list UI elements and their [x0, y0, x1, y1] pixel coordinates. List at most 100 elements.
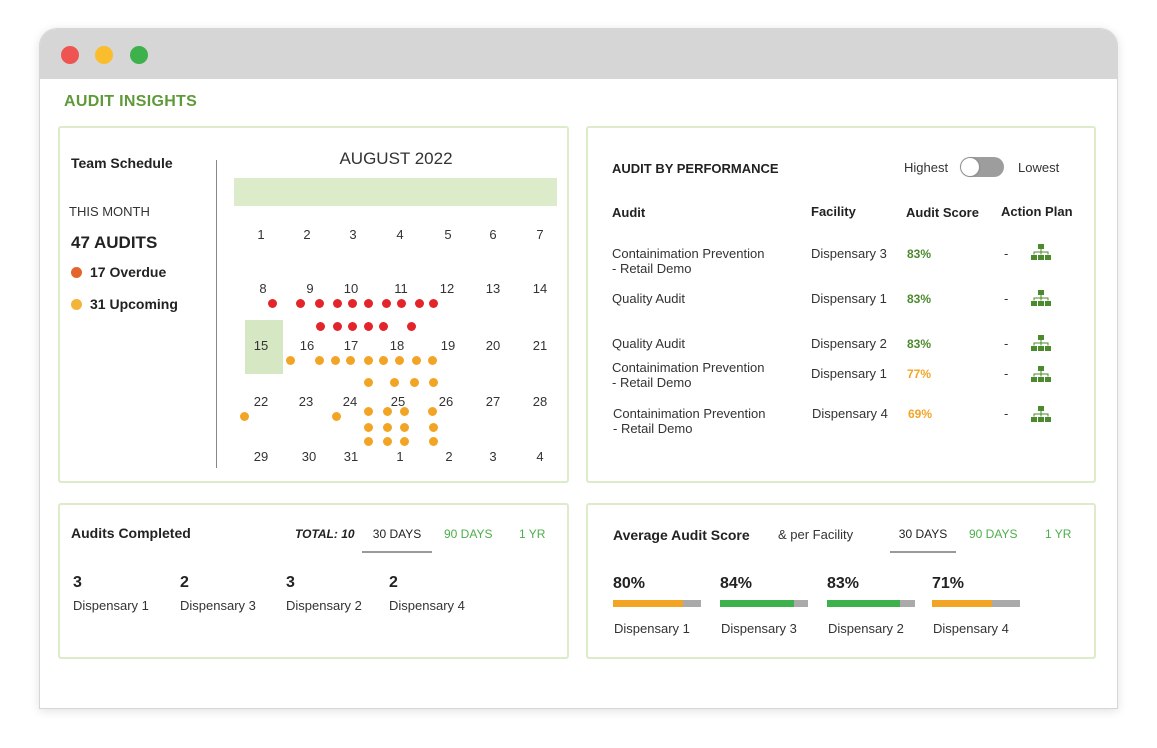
upcoming-event-marker[interactable] — [332, 412, 341, 421]
calendar-day[interactable]: 11 — [394, 281, 408, 296]
audit-name[interactable]: Containimation Prevention - Retail Demo — [613, 406, 765, 436]
upcoming-event-marker[interactable] — [400, 423, 409, 432]
calendar-day[interactable]: 30 — [301, 449, 317, 464]
calendar-day[interactable]: 23 — [298, 394, 314, 409]
upcoming-event-marker[interactable] — [364, 423, 373, 432]
overdue-event-marker[interactable] — [382, 299, 391, 308]
org-chart-icon[interactable] — [1031, 406, 1051, 424]
minimize-window-button[interactable] — [95, 46, 113, 64]
audit-name[interactable]: Quality Audit — [612, 291, 685, 306]
upcoming-event-marker[interactable] — [315, 356, 324, 365]
overdue-event-marker[interactable] — [364, 322, 373, 331]
score-tab-30-days[interactable]: 30 DAYS — [890, 527, 956, 553]
overdue-event-marker[interactable] — [364, 299, 373, 308]
completed-tab-1-yr[interactable]: 1 YR — [519, 527, 546, 541]
upcoming-event-marker[interactable] — [410, 378, 419, 387]
upcoming-event-marker[interactable] — [240, 412, 249, 421]
upcoming-event-marker[interactable] — [364, 407, 373, 416]
score-tab-90-days[interactable]: 90 DAYS — [969, 527, 1018, 541]
overdue-event-marker[interactable] — [348, 299, 357, 308]
calendar-day[interactable]: 31 — [343, 449, 359, 464]
calendar-day[interactable]: 25 — [390, 394, 406, 409]
average-score-subtitle: & per Facility — [778, 527, 854, 542]
calendar-day[interactable]: 10 — [343, 281, 359, 296]
upcoming-event-marker[interactable] — [429, 437, 438, 446]
audit-name[interactable]: Containimation Prevention - Retail Demo — [612, 360, 764, 390]
org-chart-icon[interactable] — [1031, 290, 1051, 308]
total-audits: 47 AUDITS — [71, 233, 158, 252]
upcoming-event-marker[interactable] — [395, 356, 404, 365]
calendar-day[interactable]: 4 — [396, 227, 404, 242]
overdue-event-marker[interactable] — [348, 322, 357, 331]
org-chart-icon[interactable] — [1031, 244, 1051, 262]
upcoming-event-marker[interactable] — [428, 356, 437, 365]
upcoming-event-marker[interactable] — [412, 356, 421, 365]
calendar-day[interactable]: 12 — [439, 281, 455, 296]
audit-name[interactable]: Quality Audit — [612, 336, 685, 351]
calendar-day[interactable]: 2 — [303, 227, 311, 242]
calendar-day[interactable]: 28 — [532, 394, 548, 409]
calendar-day[interactable]: 18 — [389, 338, 405, 353]
org-chart-icon[interactable] — [1031, 335, 1051, 353]
overdue-event-marker[interactable] — [333, 299, 342, 308]
calendar-day[interactable]: 13 — [485, 281, 501, 296]
calendar-day[interactable]: 16 — [299, 338, 315, 353]
highest-lowest-toggle[interactable] — [960, 157, 1004, 177]
calendar-day[interactable]: 3 — [489, 449, 497, 464]
upcoming-event-marker[interactable] — [383, 407, 392, 416]
close-window-button[interactable] — [61, 46, 79, 64]
calendar-day[interactable]: 24 — [342, 394, 358, 409]
calendar-day[interactable]: 2 — [445, 449, 453, 464]
calendar-day[interactable]: 4 — [536, 449, 544, 464]
upcoming-event-marker[interactable] — [383, 437, 392, 446]
calendar-day[interactable]: 20 — [485, 338, 501, 353]
completed-tab-90-days[interactable]: 90 DAYS — [444, 527, 493, 541]
calendar-day[interactable]: 29 — [253, 449, 269, 464]
calendar-day[interactable]: 7 — [536, 227, 544, 242]
upcoming-event-marker[interactable] — [400, 407, 409, 416]
upcoming-event-marker[interactable] — [331, 356, 340, 365]
calendar-day[interactable]: 19 — [440, 338, 456, 353]
upcoming-event-marker[interactable] — [390, 378, 399, 387]
calendar-day[interactable]: 17 — [343, 338, 359, 353]
calendar-day[interactable]: 5 — [444, 227, 452, 242]
overdue-event-marker[interactable] — [379, 322, 388, 331]
org-chart-icon[interactable] — [1031, 366, 1051, 384]
upcoming-event-marker[interactable] — [428, 407, 437, 416]
audit-name[interactable]: Containimation Prevention - Retail Demo — [612, 246, 764, 276]
calendar-day[interactable]: 22 — [253, 394, 269, 409]
upcoming-event-marker[interactable] — [346, 356, 355, 365]
upcoming-event-marker[interactable] — [400, 437, 409, 446]
calendar-day[interactable]: 15 — [253, 338, 269, 353]
overdue-event-marker[interactable] — [315, 299, 324, 308]
calendar-day[interactable]: 6 — [489, 227, 497, 242]
calendar-day[interactable]: 21 — [532, 338, 548, 353]
overdue-event-marker[interactable] — [316, 322, 325, 331]
calendar-day[interactable]: 27 — [485, 394, 501, 409]
upcoming-event-marker[interactable] — [383, 423, 392, 432]
overdue-event-marker[interactable] — [415, 299, 424, 308]
upcoming-event-marker[interactable] — [429, 423, 438, 432]
completed-tab-30-days[interactable]: 30 DAYS — [362, 527, 432, 553]
overdue-event-marker[interactable] — [429, 299, 438, 308]
calendar-day[interactable]: 1 — [396, 449, 404, 464]
score-tab-1-yr[interactable]: 1 YR — [1045, 527, 1072, 541]
overdue-event-marker[interactable] — [333, 322, 342, 331]
overdue-event-marker[interactable] — [397, 299, 406, 308]
overdue-event-marker[interactable] — [296, 299, 305, 308]
calendar-day[interactable]: 26 — [438, 394, 454, 409]
upcoming-event-marker[interactable] — [379, 356, 388, 365]
calendar-day[interactable]: 14 — [532, 281, 548, 296]
calendar-day[interactable]: 8 — [259, 281, 267, 296]
maximize-window-button[interactable] — [130, 46, 148, 64]
overdue-event-marker[interactable] — [407, 322, 416, 331]
upcoming-event-marker[interactable] — [286, 356, 295, 365]
upcoming-event-marker[interactable] — [364, 356, 373, 365]
upcoming-event-marker[interactable] — [364, 378, 373, 387]
upcoming-event-marker[interactable] — [429, 378, 438, 387]
overdue-event-marker[interactable] — [268, 299, 277, 308]
calendar-day[interactable]: 1 — [257, 227, 265, 242]
upcoming-event-marker[interactable] — [364, 437, 373, 446]
calendar-day[interactable]: 3 — [349, 227, 357, 242]
calendar-day[interactable]: 9 — [306, 281, 314, 296]
